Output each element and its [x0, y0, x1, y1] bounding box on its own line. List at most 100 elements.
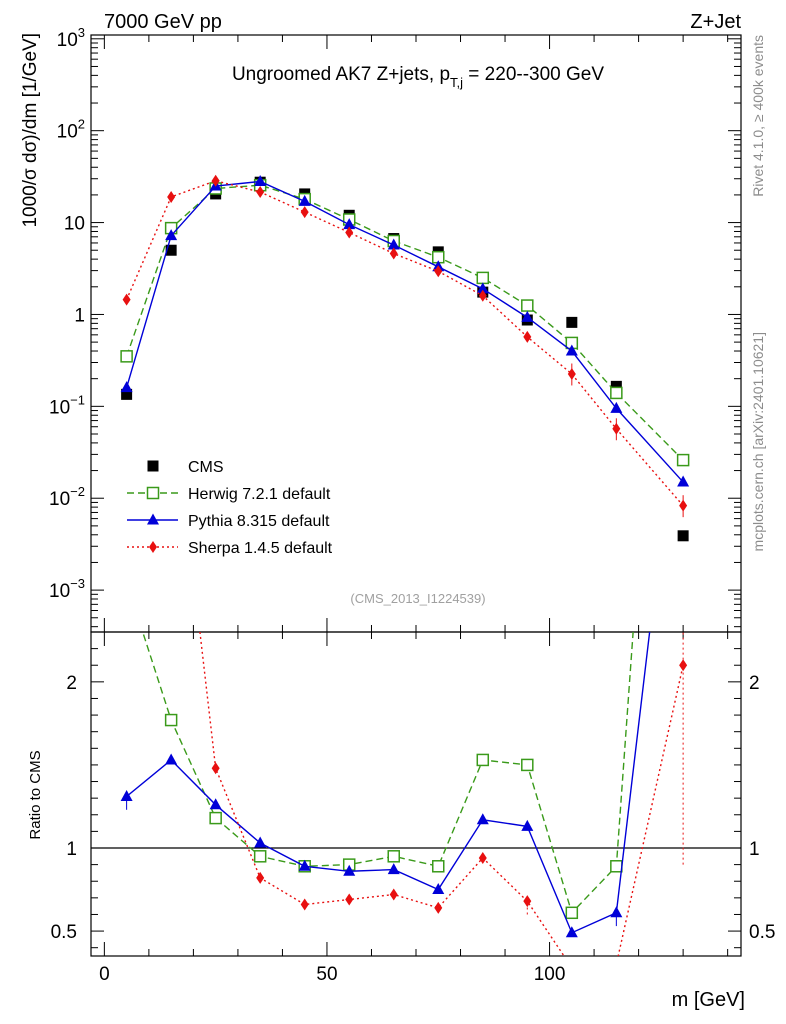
ratio-frame — [90, 631, 742, 957]
ratio-tick-label: 2 — [749, 673, 760, 694]
pythia-point — [120, 381, 133, 393]
legend-label: CMS — [188, 459, 224, 476]
pythia-point — [610, 401, 623, 413]
pythia-point — [565, 344, 578, 356]
series-herwig — [120, 178, 690, 467]
herwig-point — [610, 386, 623, 400]
pythia-point — [677, 475, 690, 487]
herwig-ratio-point — [476, 753, 490, 767]
ratio-ticks: 2 2 1 1 0.5 0.5 0 50 100 — [51, 648, 775, 985]
pythia-ratio-point — [298, 859, 311, 871]
sherpa-ratio-point — [345, 893, 354, 906]
sherpa-ratio-point — [523, 895, 532, 908]
x-tick-label: 100 — [534, 964, 566, 985]
sherpa-ratio-point — [434, 901, 443, 914]
pythia-point — [387, 238, 400, 250]
herwig-ratio-point — [565, 906, 579, 920]
pythia-point — [165, 229, 178, 241]
header-left: 7000 GeV pp — [104, 11, 222, 33]
herwig-ratio-line — [141, 632, 634, 915]
ratio-series-sherpa — [199, 632, 688, 956]
sherpa-point — [389, 247, 398, 260]
pythia-ratio-point — [343, 864, 356, 876]
main-series — [120, 174, 690, 542]
y-tick-label: 10−3 — [49, 576, 85, 602]
y-tick-label: 10−2 — [49, 484, 85, 510]
pythia-ratio-point — [432, 883, 445, 895]
header-right: Z+Jet — [690, 11, 741, 33]
ratio-y-label: Ratio to CMS — [27, 750, 44, 839]
pythia-ratio-point — [521, 819, 534, 831]
sherpa-ratio-point — [679, 659, 688, 672]
cms-point — [677, 530, 689, 542]
legend-entry-sherpa: Sherpa 1.4.5 default — [127, 540, 333, 557]
herwig-ratio-point — [164, 713, 178, 727]
rivet-label: Rivet 4.1.0, ≥ 400k events — [750, 35, 766, 197]
legend-entry-herwig: Herwig 7.2.1 default — [127, 486, 331, 503]
pythia-ratio-point — [565, 926, 578, 938]
x-axis-label: m [GeV] — [672, 989, 745, 1011]
herwig-point — [676, 453, 690, 467]
herwig-ratio-point — [432, 860, 445, 873]
sherpa-line — [125, 180, 684, 507]
pythia-ratio-point — [476, 813, 489, 825]
herwig-point — [120, 350, 133, 363]
cms-point — [121, 388, 133, 400]
sherpa-point — [612, 422, 621, 435]
pythia-ratio-point — [610, 906, 623, 918]
herwig-point — [521, 299, 534, 312]
pythia-line — [125, 180, 684, 483]
ratio-panel: Ratio to CMS m [GeV] 2 2 1 1 0.5 0.5 0 50 100 — [27, 631, 775, 1011]
sherpa-point — [256, 186, 265, 199]
y-axis-label: 1000/σ dσ)/dm [1/GeV] — [20, 33, 41, 228]
herwig-ratio-point — [521, 758, 534, 772]
legend-label: Herwig 7.2.1 default — [188, 486, 331, 503]
legend-label: Pythia 8.315 default — [188, 513, 330, 530]
pythia-ratio-point — [165, 753, 178, 765]
pythia-point — [343, 218, 356, 230]
sherpa-point — [211, 174, 220, 187]
pythia-point — [254, 174, 267, 186]
cms-point — [165, 244, 177, 256]
y-tick-label: 102 — [57, 117, 85, 143]
sherpa-ratio-point — [211, 762, 220, 775]
cms-point — [566, 316, 578, 328]
series-pythia — [120, 174, 690, 487]
pythia-point — [298, 194, 311, 206]
legend-marker — [147, 460, 159, 472]
pythia-ratio-point — [209, 798, 222, 810]
sherpa-point — [345, 226, 354, 239]
sherpa-ratio-point — [389, 888, 398, 901]
pythia-ratio-line — [126, 632, 651, 934]
sherpa-point — [523, 330, 532, 343]
y-tick-label: 10 — [64, 214, 85, 235]
main-panel: Ungroomed AK7 Z+jets, pT,j = 220--300 Ge… — [20, 25, 742, 956]
main-x-ticks — [103, 35, 729, 956]
sherpa-point — [434, 265, 443, 278]
pythia-ratio-point — [387, 863, 400, 875]
sherpa-point — [122, 293, 131, 306]
sherpa-ratio-point — [256, 871, 265, 884]
mcplots-label: mcplots.cern.ch [arXiv:2401.10621] — [750, 332, 766, 551]
pythia-ratio-point — [254, 836, 267, 848]
ratio-tick-label: 0.5 — [51, 922, 77, 943]
x-tick-label: 0 — [99, 964, 110, 985]
legend-label: Sherpa 1.4.5 default — [188, 540, 333, 557]
legend-entry-cms: CMS — [147, 459, 224, 476]
sherpa-ratio-point — [478, 851, 487, 864]
herwig-point — [476, 271, 490, 285]
pythia-ratio-point — [120, 789, 133, 801]
sherpa-point — [300, 206, 309, 219]
pythia-point — [521, 310, 534, 322]
sherpa-ratio-point — [300, 898, 309, 911]
herwig-ratio-point — [610, 860, 623, 873]
herwig-ratio-point — [387, 850, 400, 863]
legend: CMS Herwig 7.2.1 default Pythia 8.315 defa… — [127, 459, 333, 557]
ratio-tick-label: 0.5 — [749, 922, 775, 943]
herwig-line — [125, 184, 684, 461]
ratio-tick-label: 1 — [66, 839, 77, 860]
sherpa-point — [679, 499, 688, 512]
sherpa-point — [167, 190, 176, 203]
